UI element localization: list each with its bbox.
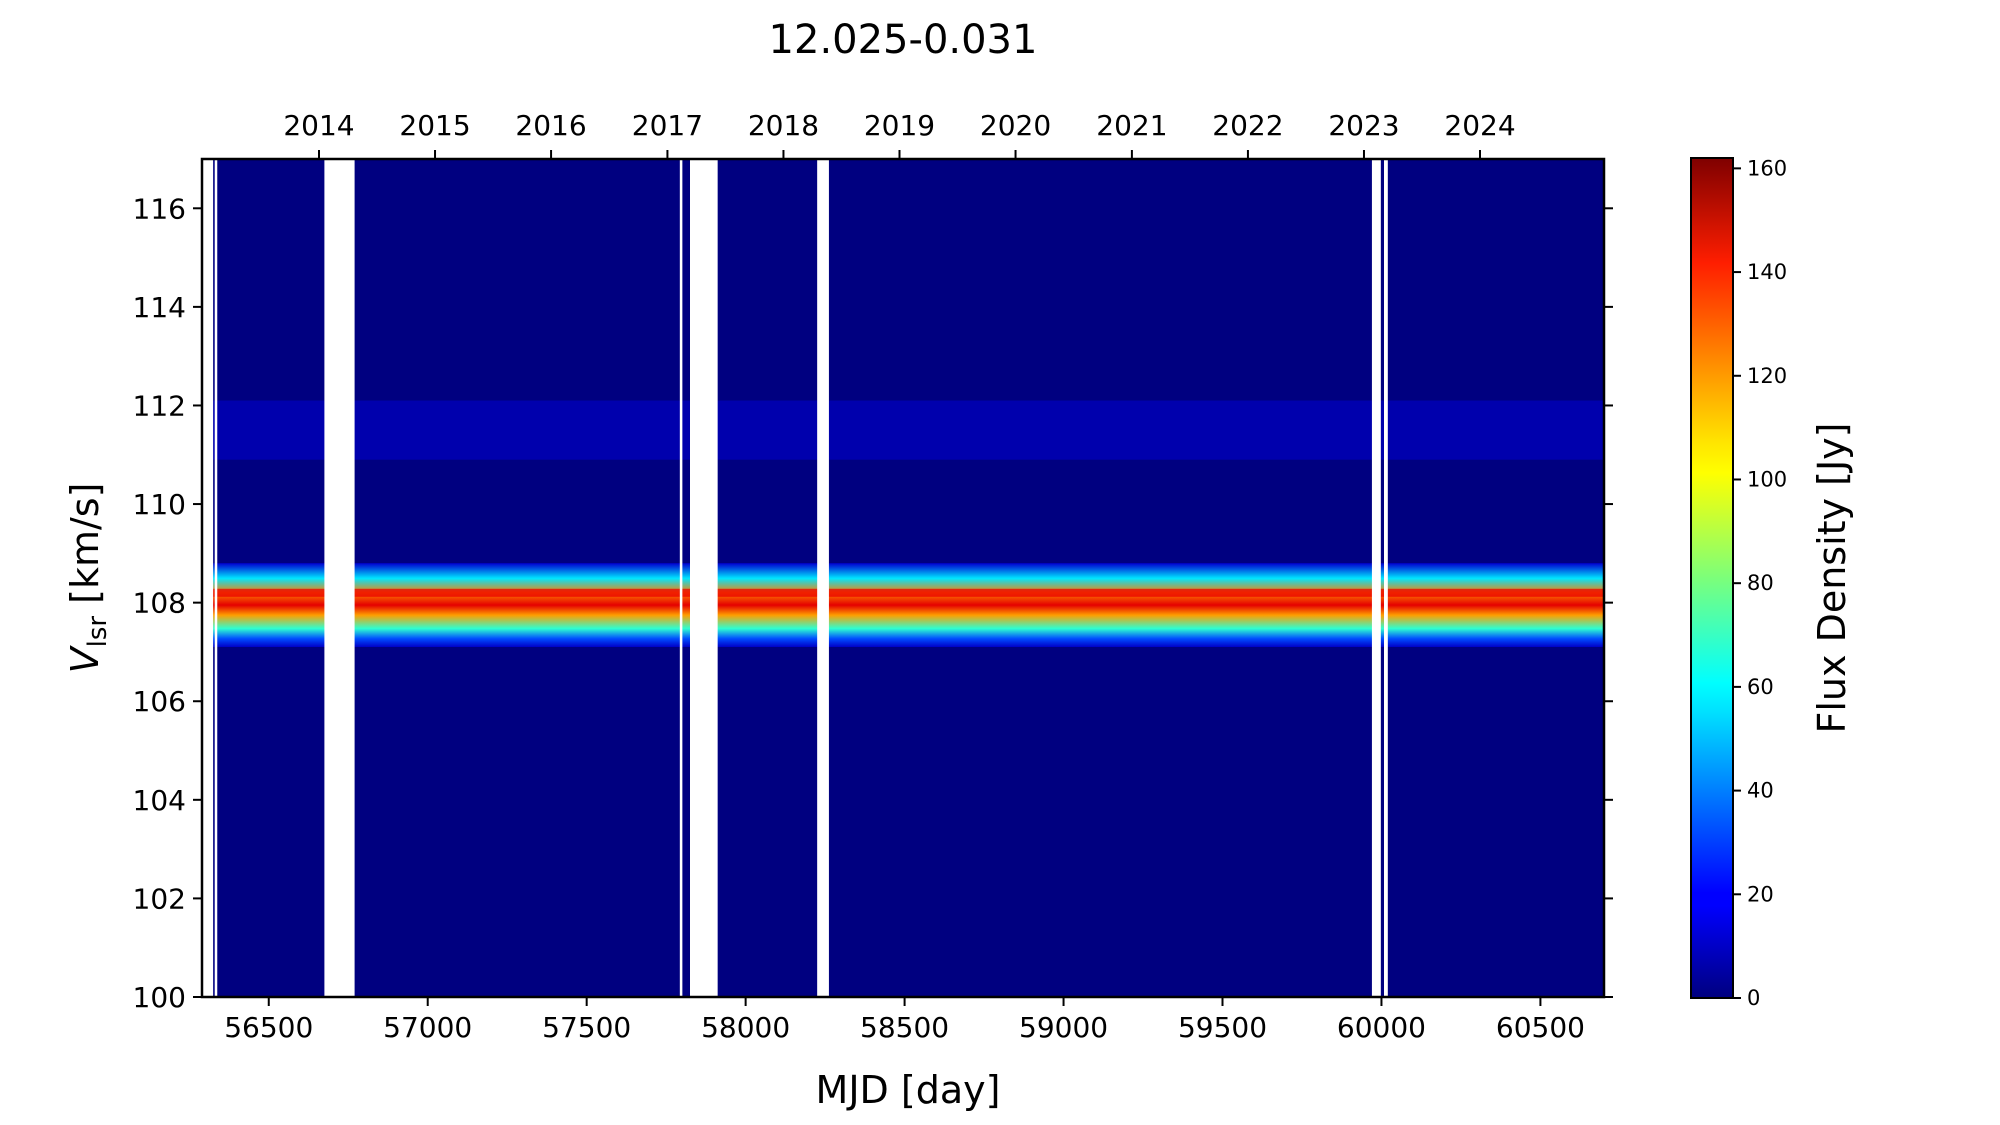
data-gap bbox=[324, 159, 355, 997]
top-tick-label: 2015 bbox=[399, 109, 470, 142]
emission-band-main bbox=[202, 563, 1604, 648]
x-tick-label: 60000 bbox=[1337, 1011, 1426, 1044]
y-tick-label: 116 bbox=[133, 192, 186, 225]
top-tick-label: 2022 bbox=[1212, 109, 1283, 142]
colorbar-tick-label: 80 bbox=[1747, 571, 1774, 595]
x-tick-label: 59500 bbox=[1178, 1011, 1267, 1044]
colorbar-ticks: 0 20 40 60 80 100 120 140 160 bbox=[1733, 156, 1787, 1010]
y-axis-label-rest: [km/s] bbox=[63, 483, 107, 616]
colorbar-tick-label: 140 bbox=[1747, 260, 1787, 284]
y-tick-label: 106 bbox=[133, 685, 186, 718]
x-tick-label: 59000 bbox=[1019, 1011, 1108, 1044]
data-gap bbox=[689, 159, 718, 997]
x-tick-label: 57000 bbox=[383, 1011, 472, 1044]
top-tick-label: 2014 bbox=[283, 109, 354, 142]
x-tick-label: 60500 bbox=[1496, 1011, 1585, 1044]
top-tick-label: 2024 bbox=[1444, 109, 1515, 142]
data-gap bbox=[679, 159, 683, 997]
top-tick-label: 2018 bbox=[748, 109, 819, 142]
colorbar-tick-label: 60 bbox=[1747, 675, 1774, 699]
emission-band bbox=[202, 400, 1604, 648]
top-tick-label: 2021 bbox=[1096, 109, 1167, 142]
colorbar: 0 20 40 60 80 100 120 140 160 Flux Density [Jy] bbox=[1690, 156, 1854, 1010]
colorbar-tick-label: 40 bbox=[1747, 779, 1774, 803]
colorbar-tick-label: 100 bbox=[1747, 467, 1787, 491]
top-tick-label: 2016 bbox=[515, 109, 586, 142]
data-gap bbox=[214, 159, 218, 997]
y-tick-label: 114 bbox=[133, 291, 186, 324]
y-tick-label: 112 bbox=[133, 389, 186, 422]
y-tick-label: 100 bbox=[133, 981, 186, 1014]
x-tick-label: 58500 bbox=[860, 1011, 949, 1044]
emission-band-faint bbox=[202, 400, 1604, 460]
colorbar-tick-label: 20 bbox=[1747, 882, 1774, 906]
y-tick-label: 104 bbox=[133, 784, 186, 817]
y-tick-label: 110 bbox=[133, 488, 186, 521]
x-tick-label: 58000 bbox=[701, 1011, 790, 1044]
y-axis-label: Vlsr [km/s] bbox=[63, 483, 113, 674]
top-year-axis-ticks: 2014 2015 2016 2017 2018 2019 2020 2021 2022 2023… bbox=[283, 109, 1516, 159]
y-tick-label: 102 bbox=[133, 882, 186, 915]
x-axis-label: MJD [day] bbox=[816, 1068, 1001, 1112]
top-tick-label: 2023 bbox=[1328, 109, 1399, 142]
emission-band-peak bbox=[202, 588, 1604, 597]
y-tick-label: 108 bbox=[133, 587, 186, 620]
data-gap bbox=[817, 159, 829, 997]
data-gap bbox=[1384, 159, 1388, 997]
chart-title: 12.025-0.031 bbox=[769, 17, 1038, 63]
data-gap bbox=[202, 159, 214, 997]
colorbar-label: Flux Density [Jy] bbox=[1810, 423, 1854, 734]
colorbar-gradient bbox=[1690, 157, 1734, 999]
colorbar-tick-label: 0 bbox=[1747, 986, 1760, 1010]
colorbar-tick-label: 120 bbox=[1747, 364, 1787, 388]
top-tick-label: 2017 bbox=[632, 109, 703, 142]
colorbar-tick-label: 160 bbox=[1747, 156, 1787, 180]
x-axis-ticks: 56500 57000 57500 58000 58500 59000 59500 60000… bbox=[224, 997, 1585, 1044]
plot-frame bbox=[200, 157, 1606, 999]
x-tick-label: 56500 bbox=[224, 1011, 313, 1044]
y-axis-label-main: V bbox=[63, 644, 107, 673]
data-gaps bbox=[202, 159, 1388, 997]
top-tick-label: 2019 bbox=[864, 109, 935, 142]
y-axis-label-sub: lsr bbox=[83, 616, 113, 648]
x-tick-label: 57500 bbox=[542, 1011, 631, 1044]
data-gap bbox=[1371, 159, 1381, 997]
y-axis-ticks: 100 102 104 106 108 110 112 114 116 bbox=[133, 192, 1613, 1014]
plot-area bbox=[200, 157, 1606, 999]
top-tick-label: 2020 bbox=[980, 109, 1051, 142]
